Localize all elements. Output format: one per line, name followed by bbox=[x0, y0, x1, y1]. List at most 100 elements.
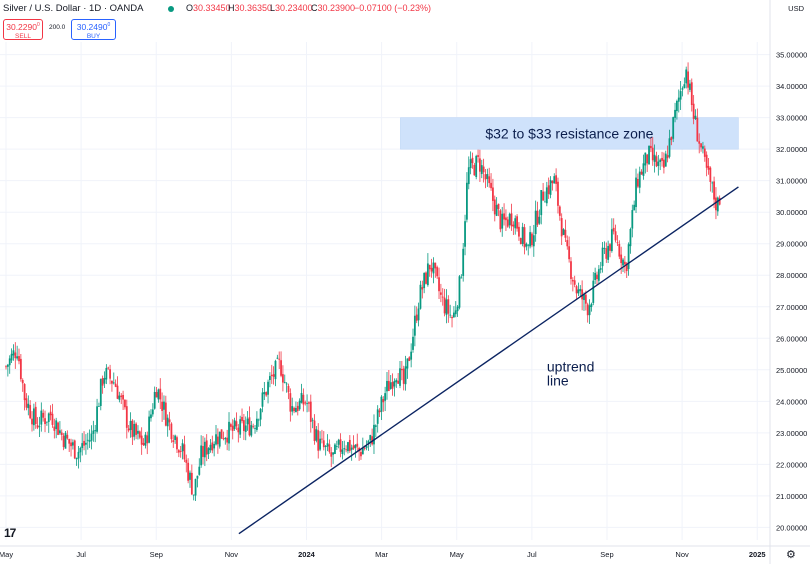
candle-body bbox=[373, 424, 375, 445]
currency-selector[interactable]: USD bbox=[788, 4, 804, 13]
candle-body bbox=[698, 141, 701, 144]
buy-button[interactable]: 30.24900 BUY bbox=[71, 19, 116, 40]
candle-body bbox=[335, 445, 338, 447]
candle-body bbox=[434, 262, 437, 269]
candle-body bbox=[98, 406, 100, 407]
candle-body bbox=[32, 408, 35, 426]
candle-body bbox=[579, 288, 582, 292]
candle-body bbox=[257, 419, 260, 421]
candle-body bbox=[713, 181, 715, 200]
candle-body bbox=[428, 264, 431, 270]
candle-body bbox=[421, 287, 424, 290]
candle-body bbox=[389, 382, 392, 389]
x-tick-label: Jul bbox=[527, 550, 537, 559]
candle-body bbox=[311, 419, 314, 421]
candle-body bbox=[218, 431, 221, 447]
candle-body bbox=[21, 379, 24, 384]
candle-body bbox=[371, 436, 374, 445]
candle-body bbox=[211, 442, 214, 451]
candle-body bbox=[16, 356, 19, 359]
candle-body bbox=[655, 156, 658, 167]
candle-body bbox=[703, 148, 706, 157]
candle-body bbox=[612, 227, 615, 232]
candle-body bbox=[560, 218, 563, 237]
candle-body bbox=[181, 443, 184, 452]
candle-body bbox=[625, 263, 628, 272]
candle-body bbox=[12, 350, 15, 356]
candle-body bbox=[692, 103, 695, 119]
candle-body bbox=[250, 425, 253, 436]
ohlc-low: L30.23400 bbox=[270, 3, 313, 13]
candle-body bbox=[304, 402, 307, 404]
candle-body bbox=[718, 197, 721, 205]
candle-body bbox=[690, 82, 693, 105]
candle-body bbox=[668, 138, 671, 157]
candle-body bbox=[209, 444, 212, 451]
symbol-title[interactable]: Silver / U.S. Dollar · 1D · OANDA bbox=[3, 3, 144, 14]
candle-body bbox=[90, 433, 93, 441]
candle-body bbox=[226, 437, 229, 443]
candle-body bbox=[466, 182, 468, 220]
y-tick-label: 35.00000 bbox=[776, 51, 807, 60]
candle-body bbox=[521, 226, 524, 244]
candle-body bbox=[506, 219, 509, 227]
candle-body bbox=[400, 368, 403, 371]
candle-body bbox=[685, 69, 688, 84]
candle-body bbox=[85, 442, 87, 445]
candle-body bbox=[614, 231, 617, 241]
candle-body bbox=[438, 277, 440, 292]
candle-body bbox=[334, 444, 336, 454]
candle-body bbox=[192, 494, 195, 496]
candle-body bbox=[360, 451, 362, 457]
x-tick-label: Nov bbox=[675, 550, 689, 559]
candle-body bbox=[19, 358, 22, 380]
candle-body bbox=[477, 155, 479, 157]
y-tick-label: 26.00000 bbox=[776, 334, 807, 343]
candle-body bbox=[252, 426, 255, 428]
candle-body bbox=[272, 374, 275, 377]
candle-body bbox=[107, 367, 110, 369]
candle-body bbox=[445, 299, 448, 315]
candle-body bbox=[664, 153, 667, 167]
x-tick-label: Nov bbox=[225, 550, 239, 559]
candle-body bbox=[547, 185, 550, 194]
candle-body bbox=[432, 262, 435, 274]
market-status-icon bbox=[168, 6, 174, 12]
y-tick-label: 27.00000 bbox=[776, 303, 807, 312]
candle-body bbox=[229, 424, 232, 427]
candle-body bbox=[183, 444, 186, 460]
candle-body bbox=[345, 449, 348, 451]
uptrend-line bbox=[238, 186, 739, 535]
candle-body bbox=[397, 380, 400, 384]
candle-body bbox=[599, 268, 602, 270]
candle-body bbox=[88, 440, 91, 442]
settings-icon[interactable]: ⚙ bbox=[786, 549, 796, 561]
resistance-zone-label: $32 to $33 resistance zone bbox=[485, 125, 653, 141]
candle-body bbox=[122, 394, 124, 400]
candle-body bbox=[64, 432, 67, 449]
candle-body bbox=[443, 297, 446, 314]
candle-body bbox=[573, 280, 576, 285]
candle-body bbox=[480, 165, 483, 175]
candle-body bbox=[224, 437, 227, 440]
candle-body bbox=[441, 296, 444, 298]
candle-body bbox=[544, 201, 546, 203]
candle-body bbox=[267, 381, 269, 395]
sell-button[interactable]: 30.22900 SELL bbox=[3, 19, 43, 40]
candle-body bbox=[341, 449, 344, 454]
candle-body bbox=[25, 398, 28, 408]
y-tick-label: 23.00000 bbox=[776, 429, 807, 438]
candle-body bbox=[42, 412, 45, 418]
candle-body bbox=[166, 417, 169, 427]
x-tick-label: May bbox=[0, 550, 13, 559]
candle-body bbox=[308, 402, 310, 404]
candle-body bbox=[103, 377, 106, 384]
candle-body bbox=[241, 416, 243, 422]
candle-body bbox=[505, 217, 507, 221]
candle-body bbox=[514, 218, 517, 229]
resistance-zone-rect bbox=[400, 117, 739, 150]
candle-body bbox=[399, 368, 401, 386]
candle-body bbox=[674, 109, 676, 118]
candle-body bbox=[566, 240, 569, 247]
